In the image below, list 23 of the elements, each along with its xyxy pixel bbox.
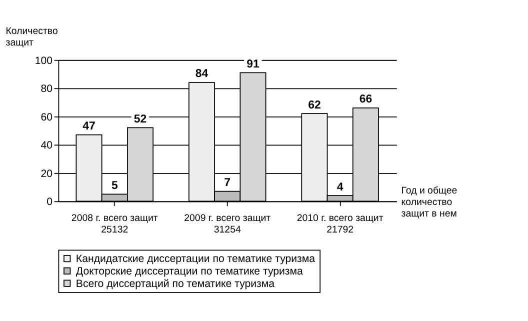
x-tick-label: 2010 г. всего защит 21792 [296, 213, 384, 236]
data-label: 52 [134, 113, 147, 126]
data-label: 91 [246, 58, 260, 70]
y-tick-label: 0 [46, 196, 53, 208]
legend-label: Всего диссертаций по тематике туризма [76, 278, 275, 290]
y-axis-title: Количество защит [6, 26, 58, 48]
x-axis-title: Год и общее количество защит в нем [401, 186, 458, 220]
data-label: 47 [82, 120, 96, 133]
y-tick-label: 40 [40, 140, 53, 152]
data-label: 5 [111, 180, 118, 192]
x-tick-label: 2008 г. всего защит 25132 [71, 213, 158, 236]
y-tick-label: 60 [40, 111, 53, 124]
data-label: 4 [336, 181, 344, 194]
legend-label: Докторские диссертации по тематике туризма [76, 265, 304, 278]
data-label: 62 [308, 99, 321, 112]
data-label: 84 [195, 68, 209, 80]
data-label: 66 [359, 94, 372, 106]
data-label: 7 [224, 177, 231, 190]
y-tick-label: 20 [40, 168, 53, 180]
x-tick-label: 2009 г. всего защит 31254 [184, 213, 272, 236]
legend-label: Кандидатские диссертации по тематике туризма [76, 253, 316, 266]
y-tick-label: 80 [40, 83, 53, 96]
y-tick-label: 100 [34, 54, 53, 67]
